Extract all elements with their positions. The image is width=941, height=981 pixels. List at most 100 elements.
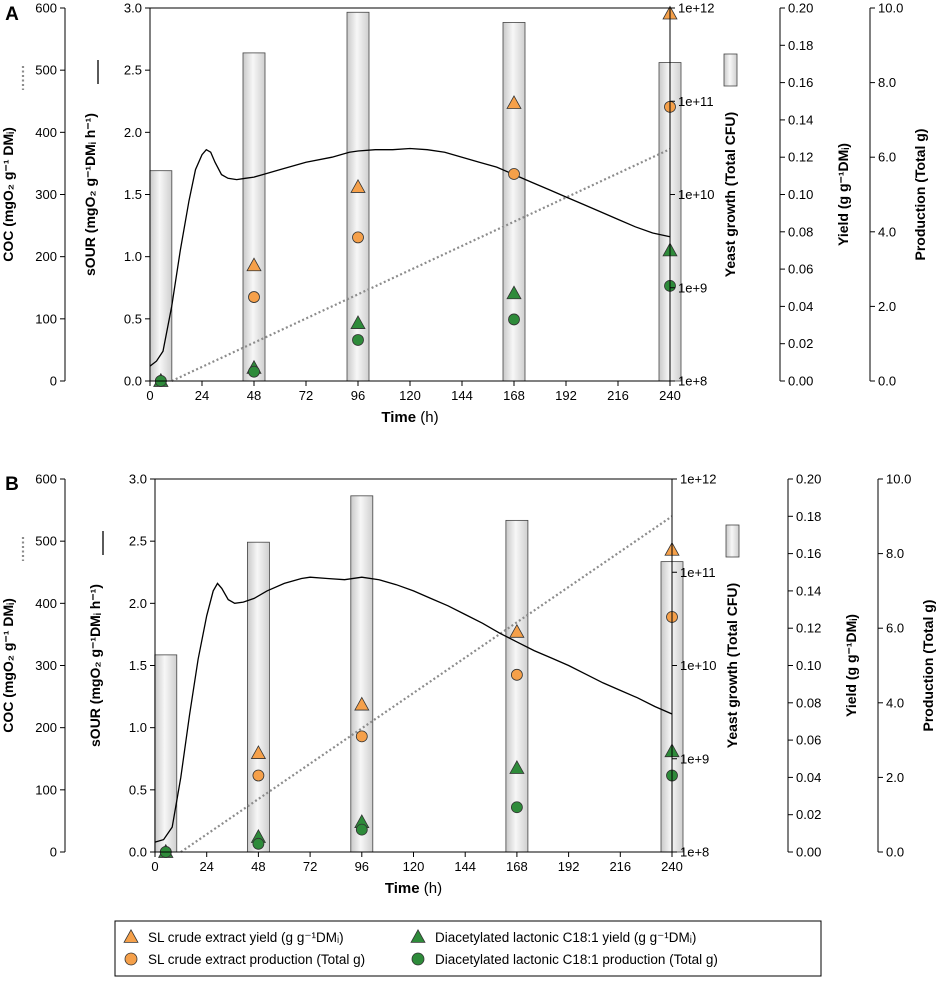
c18-yield-marker (506, 285, 522, 300)
coc-axis-tick-label: 100 (35, 311, 57, 326)
x-tick-label: 192 (558, 859, 580, 874)
growth-axis-tick-label: 1e+11 (678, 94, 714, 109)
yield-axis-tick-label: 0.16 (788, 75, 813, 90)
legend: SL crude extract yield (g g⁻¹DMᵢ) SL crud… (114, 920, 822, 977)
yield-axis-tick-label: 0.00 (788, 374, 813, 389)
x-tick-label: 0 (151, 859, 158, 874)
production-axis-tick-label: 2.0 (878, 299, 896, 314)
coc-axis-tick-label: 400 (35, 125, 57, 140)
sour-axis-tick-label: 0.0 (124, 374, 142, 389)
sl-production-marker (252, 769, 265, 782)
sour-axis-tick-label: 2.5 (129, 534, 147, 549)
yield-axis-tick-label: 0.12 (788, 150, 813, 165)
legend-marker (124, 952, 138, 966)
x-axis-label: Time (h) (385, 880, 442, 897)
yield-axis-label: Yield (g g⁻¹DMᵢ) (843, 614, 859, 717)
x-tick-label: 192 (555, 388, 577, 403)
legend-marker (411, 952, 425, 966)
sour-axis-tick-label: 3.0 (129, 472, 147, 487)
production-axis-label: Production (Total g) (920, 600, 936, 732)
production-axis-label: Production (Total g) (912, 129, 928, 261)
plot-frame (154, 478, 673, 853)
legend-label: SL crude extract production (Total g) (148, 952, 365, 967)
growth-axis-tick-label: 1e+10 (678, 187, 715, 202)
yield-axis-tick-label: 0.20 (796, 472, 821, 487)
x-axis-label-bold: Time (385, 880, 420, 897)
growth-bar (242, 52, 266, 382)
growth-axis-tick-label: 1e+10 (680, 658, 717, 673)
sl-production-marker (248, 291, 260, 303)
yield-axis-tick-label: 0.04 (788, 299, 813, 314)
coc-axis-label: COC (mgO₂ g⁻¹ DMᵢ) (0, 127, 16, 262)
x-tick-label: 168 (506, 859, 528, 874)
growth-axis-label: Yeast growth (Total CFU) (724, 583, 740, 748)
x-tick-label: 120 (403, 859, 425, 874)
growth-bar (502, 22, 526, 382)
x-axis-label: Time (h) (381, 409, 438, 426)
production-axis-tick-label: 8.0 (886, 546, 904, 561)
production-axis-tick-label: 0.0 (878, 374, 896, 389)
yield-axis-tick-label: 0.02 (796, 807, 821, 822)
yield-axis-tick-label: 0.14 (796, 583, 821, 598)
panel-label: A (5, 4, 19, 25)
growth-axis-tick-label: 1e+9 (678, 280, 707, 295)
sour-axis-label: sOUR (mgO₂ g⁻¹DMᵢ h⁻¹) (82, 113, 98, 276)
sour-axis-tick-label: 0.5 (124, 311, 142, 326)
legend-label: Diacetylated lactonic C18:1 yield (g g⁻¹… (435, 930, 696, 945)
yield-axis-tick-label: 0.16 (796, 546, 821, 561)
coc-line (180, 515, 673, 853)
sl-production-marker (508, 168, 520, 180)
legend-label: Diacetylated lactonic C18:1 production (… (435, 952, 718, 967)
yield-axis-tick-label: 0.00 (796, 845, 821, 860)
c18-production-marker (252, 837, 265, 850)
sl-production-marker (352, 231, 364, 244)
yield-axis-tick-label: 0.06 (796, 733, 821, 748)
sl-yield-marker (350, 179, 366, 193)
x-tick-label: 240 (659, 388, 681, 403)
growth-bar-indicator (725, 524, 740, 558)
sl-yield-marker (506, 95, 522, 109)
growth-bar (350, 495, 374, 853)
coc-line (171, 148, 671, 382)
sour-axis-tick-label: 2.0 (124, 125, 142, 140)
yield-axis-label: Yield (g g⁻¹DMᵢ) (835, 143, 851, 246)
production-axis-tick-label: 8.0 (878, 75, 896, 90)
coc-axis-tick-label: 200 (35, 249, 57, 264)
growth-axis-tick-label: 1e+12 (678, 1, 715, 16)
c18-production-marker (511, 801, 523, 814)
sour-axis-tick-label: 1.0 (124, 249, 142, 264)
sour-axis-tick-label: 3.0 (124, 1, 142, 16)
x-axis-label-bold: Time (381, 409, 416, 426)
x-tick-label: 216 (607, 388, 629, 403)
growth-bar-indicator (723, 53, 738, 87)
sl-yield-marker (354, 696, 370, 711)
plot-frame (149, 7, 671, 382)
panel-a: A 0 24 48 72 96 120 144 168 192 216 240 Time (h) 0 100… (0, 1, 928, 427)
x-tick-label: 144 (451, 388, 473, 403)
legend-label: SL crude extract yield (g g⁻¹DMᵢ) (148, 930, 344, 945)
growth-axis-tick-label: 1e+9 (680, 751, 709, 766)
sour-axis-tick-label: 1.0 (129, 720, 147, 735)
x-tick-label: 0 (146, 388, 153, 403)
production-axis-tick-label: 4.0 (878, 224, 896, 239)
sl-yield-marker (246, 257, 262, 272)
coc-axis-tick-label: 400 (35, 596, 57, 611)
yield-axis-tick-label: 0.10 (788, 187, 813, 202)
coc-axis-tick-label: 600 (35, 472, 57, 487)
x-tick-label: 72 (299, 388, 313, 403)
x-tick-label: 96 (355, 859, 369, 874)
coc-axis-tick-label: 500 (35, 534, 57, 549)
panel-label: B (5, 474, 19, 495)
yield-axis-tick-label: 0.06 (788, 262, 813, 277)
coc-axis-tick-label: 300 (35, 187, 57, 202)
growth-bar (246, 541, 270, 853)
coc-axis-tick-label: 100 (35, 782, 57, 797)
c18-production-marker (352, 334, 364, 346)
c18-yield-marker (509, 760, 525, 774)
yield-axis-tick-label: 0.20 (788, 1, 813, 16)
sl-production-marker (355, 730, 368, 743)
coc-axis-tick-label: 0 (50, 845, 57, 860)
x-tick-label: 72 (303, 859, 317, 874)
sour-line (154, 576, 673, 843)
yield-axis-tick-label: 0.14 (788, 112, 813, 127)
